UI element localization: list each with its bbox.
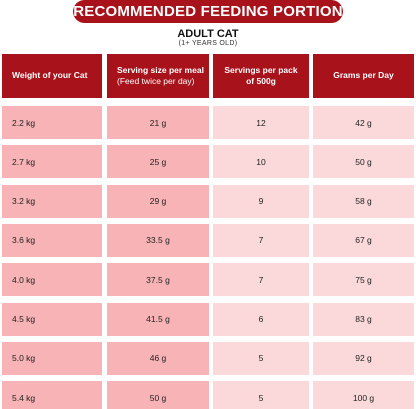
cell-servings-per-pack: 6 [213,302,309,336]
column-header-weight: Weight of your Cat [2,54,102,98]
column-header-grams-per-day: Grams per Day [313,54,414,98]
column-header-sublabel: (Feed twice per day) [117,76,195,86]
cell-servings-per-pack: 9 [213,184,309,218]
cell-serving-size: 46 g [107,341,209,375]
cell-serving-size: 33.5 g [107,223,209,257]
cell-weight: 2.2 kg [2,106,102,139]
cell-servings-per-pack: 10 [213,145,309,179]
cell-weight: 4.0 kg [2,263,102,297]
subtitle-note: (1+ YEARS OLD) [178,40,238,47]
cell-grams-per-day: 42 g [313,106,414,139]
cell-serving-size: 41.5 g [107,302,209,336]
column-header-label: Grams per Day [333,70,394,81]
cell-serving-size: 21 g [107,106,209,139]
cell-servings-per-pack: 5 [213,341,309,375]
column-header-label: Servings per pack [224,64,298,75]
cell-weight: 3.2 kg [2,184,102,218]
cell-grams-per-day: 58 g [313,184,414,218]
cell-weight: 3.6 kg [2,223,102,257]
cell-serving-size: 25 g [107,145,209,179]
feeding-table: Weight of your Cat Serving size per meal… [0,54,416,409]
cell-grams-per-day: 100 g [313,381,414,409]
subtitle: ADULT CAT [177,28,239,40]
cell-grams-per-day: 83 g [313,302,414,336]
cell-weight: 2.7 kg [2,145,102,179]
cell-weight: 5.4 kg [2,381,102,409]
cell-servings-per-pack: 7 [213,263,309,297]
column-header-sublabel: of 500g [246,76,276,86]
cell-serving-size: 29 g [107,184,209,218]
cell-serving-size: 50 g [107,381,209,409]
cell-servings-per-pack: 7 [213,223,309,257]
column-header-serving-size: Serving size per meal (Feed twice per da… [107,54,209,98]
column-header-label: Serving size per meal [117,64,204,75]
cell-serving-size: 37.5 g [107,263,209,297]
cell-grams-per-day: 92 g [313,341,414,375]
cell-weight: 5.0 kg [2,341,102,375]
cell-servings-per-pack: 5 [213,381,309,409]
page-title: RECOMMENDED FEEDING PORTION [73,3,343,20]
column-header-label: Weight of your Cat [12,70,88,81]
cell-servings-per-pack: 12 [213,106,309,139]
cell-grams-per-day: 75 g [313,263,414,297]
cell-grams-per-day: 67 g [313,223,414,257]
cell-grams-per-day: 50 g [313,145,414,179]
cell-weight: 4.5 kg [2,302,102,336]
column-header-servings-per-pack: Servings per pack of 500g [213,54,309,98]
page-title-banner: RECOMMENDED FEEDING PORTION [73,0,343,23]
